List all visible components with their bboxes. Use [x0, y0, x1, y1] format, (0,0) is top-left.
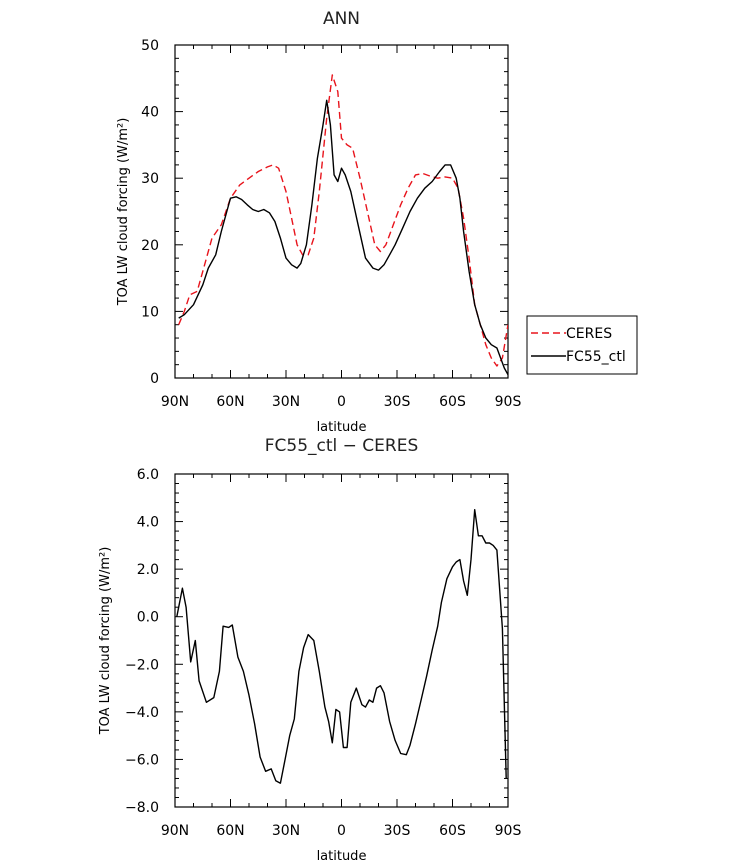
y-tick-label: −4.0 — [125, 705, 159, 721]
x-tick-label: 60S — [439, 823, 466, 839]
legend-label: CERES — [566, 326, 612, 342]
y-tick-label: 0.0 — [137, 610, 159, 626]
x-tick-label: 30N — [272, 394, 300, 410]
series-line-fc55-ctl — [178, 99, 508, 376]
y-tick-label: 30 — [141, 171, 159, 187]
x-tick-label: 90S — [495, 823, 522, 839]
x-tick-label: 60S — [439, 394, 466, 410]
x-tick-label: 0 — [337, 823, 346, 839]
y-tick-label: 50 — [141, 38, 159, 54]
y-tick-label: −2.0 — [125, 657, 159, 673]
x-tick-label: 30S — [384, 823, 411, 839]
legend-box — [526, 315, 638, 375]
y-tick-label: 2.0 — [137, 562, 159, 578]
series-line-ceres — [178, 74, 508, 367]
plot-frame — [174, 44, 509, 379]
chart-title: ANN — [323, 9, 360, 29]
x-tick-label: 0 — [337, 394, 346, 410]
y-tick-label: 6.0 — [137, 467, 159, 483]
chart-title: FC55_ctl − CERES — [265, 436, 419, 456]
x-tick-label: 30N — [272, 823, 300, 839]
chart-panel-1: ANN 90N 60N 30N 0 30S 60S 90S 0 10 20 30 40 50 latitud… — [116, 9, 638, 435]
x-tick-label: 90N — [161, 823, 189, 839]
y-tick-label: 20 — [141, 238, 159, 254]
y-tick-label: 10 — [141, 304, 159, 320]
y-tick-label: −8.0 — [125, 800, 159, 816]
x-axis-label: latitude — [317, 420, 367, 435]
series-line-difference — [176, 509, 507, 784]
x-axis-label: latitude — [317, 849, 367, 864]
y-tick-label: 4.0 — [137, 515, 159, 531]
legend-label: FC55_ctl — [566, 349, 626, 365]
x-tick-label: 90N — [161, 394, 189, 410]
x-tick-label: 90S — [495, 394, 522, 410]
y-tick-label: 40 — [141, 105, 159, 121]
x-tick-label: 60N — [216, 394, 244, 410]
x-tick-label: 60N — [216, 823, 244, 839]
y-axis-label: TOA LW cloud forcing (W/m²) — [116, 118, 131, 307]
legend: CERES FC55_ctl — [526, 315, 638, 375]
y-tick-label: 0 — [150, 371, 159, 387]
plot-frame — [174, 473, 509, 808]
y-tick-label: −6.0 — [125, 752, 159, 768]
chart-panel-2: FC55_ctl − CERES 90N 60N 30N 0 30S 60S 90S −8.0 −… — [98, 436, 521, 864]
y-axis-label: TOA LW cloud forcing (W/m²) — [98, 547, 113, 736]
x-tick-label: 30S — [384, 394, 411, 410]
